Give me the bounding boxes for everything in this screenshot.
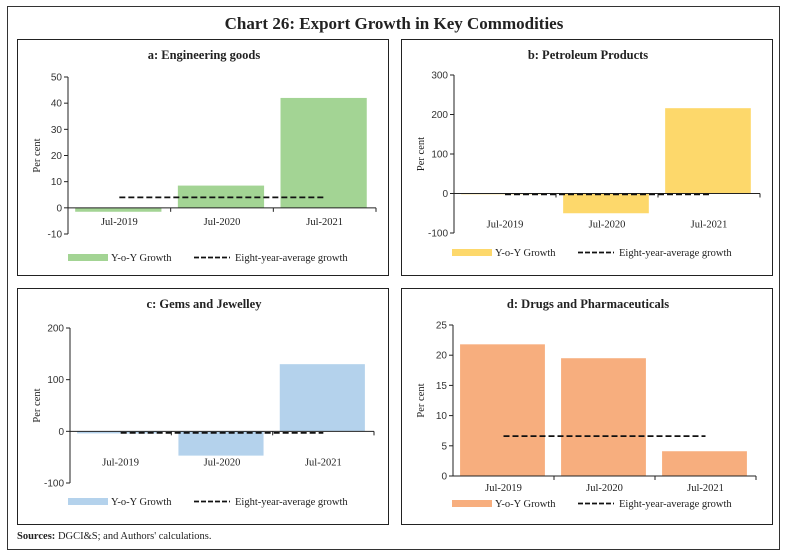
bar-jul-2019 xyxy=(77,431,163,434)
legend: Y-o-Y Growth Eight-year-average growth xyxy=(68,253,348,264)
legend-swatch-yoy xyxy=(68,498,108,505)
panel-title: c: Gems and Jewelley xyxy=(147,297,263,311)
sources-text: DGCI&S; and Authors' calculations. xyxy=(57,531,212,542)
y-tick-label: 200 xyxy=(47,324,64,335)
chart-b: b: Petroleum Products Per cent -100 0 100 200… xyxy=(416,48,761,259)
x-tick-label: Jul-2020 xyxy=(586,483,623,494)
bar-jul-2021 xyxy=(280,97,367,208)
bar-jul-2021 xyxy=(662,451,747,476)
legend-label-yoy: Y-o-Y Growth xyxy=(495,248,556,259)
panel-gems-and-jewellery: c: Gems and Jewelley Per cent -100 0 100 200 J… xyxy=(17,288,389,525)
sources-label: Sources: xyxy=(17,531,56,542)
panel-title: a: Engineering goods xyxy=(148,48,261,62)
y-axis-label: Per cent xyxy=(416,137,427,171)
y-tick-label: 15 xyxy=(436,381,448,392)
legend: Y-o-Y Growth Eight-year-average growth xyxy=(68,497,348,508)
legend: Y-o-Y Growth Eight-year-average growth xyxy=(452,499,732,510)
y-tick-label: 200 xyxy=(431,110,448,121)
panel-title: b: Petroleum Products xyxy=(528,48,648,62)
x-tick-label: Jul-2020 xyxy=(589,220,626,231)
y-tick-label: 100 xyxy=(47,375,64,386)
legend-label-average: Eight-year-average growth xyxy=(619,499,732,510)
bar-jul-2020 xyxy=(563,193,649,214)
y-tick-label: 0 xyxy=(442,189,448,200)
bar-jul-2019 xyxy=(75,207,162,212)
legend-swatch-yoy xyxy=(452,500,492,507)
x-tick-label: Jul-2019 xyxy=(101,217,138,228)
x-tick-label: Jul-2019 xyxy=(487,220,524,231)
y-axis-label: Per cent xyxy=(32,138,43,172)
x-tick-label: Jul-2021 xyxy=(306,217,343,228)
legend-label-yoy: Y-o-Y Growth xyxy=(111,253,172,264)
y-tick-label: 0 xyxy=(58,427,64,438)
panel-engineering-goods: a: Engineering goods Per cent -10 0 10 20 30 40… xyxy=(17,39,389,276)
sources-note: Sources: DGCI&S; and Authors' calculatio… xyxy=(17,531,211,542)
y-tick-label: 0 xyxy=(56,203,62,214)
legend-label-average: Eight-year-average growth xyxy=(235,497,348,508)
panel-petroleum-products: b: Petroleum Products Per cent -100 0 100 200… xyxy=(401,39,773,276)
x-tick-label: Jul-2019 xyxy=(102,457,139,468)
legend-label-average: Eight-year-average growth xyxy=(619,248,732,259)
legend: Y-o-Y Growth Eight-year-average growth xyxy=(452,248,732,259)
y-tick-label: 10 xyxy=(51,177,63,188)
legend-label-yoy: Y-o-Y Growth xyxy=(495,499,556,510)
y-axis-label: Per cent xyxy=(416,383,427,417)
chart-a: a: Engineering goods Per cent -10 0 10 20 30 40… xyxy=(32,48,377,264)
y-tick-label: 20 xyxy=(51,151,63,162)
y-tick-label: -100 xyxy=(44,479,64,490)
bar-jul-2020 xyxy=(178,431,264,456)
chart-c: c: Gems and Jewelley Per cent -100 0 100 200 J… xyxy=(32,297,375,508)
legend-label-yoy: Y-o-Y Growth xyxy=(111,497,172,508)
bar-jul-2020 xyxy=(561,358,646,476)
x-tick-label: Jul-2021 xyxy=(305,457,342,468)
y-tick-label: 40 xyxy=(51,99,63,110)
panel-title: d: Drugs and Pharmaceuticals xyxy=(507,297,669,311)
bar-jul-2021 xyxy=(665,108,751,194)
x-tick-label: Jul-2020 xyxy=(204,217,241,228)
y-tick-label: 10 xyxy=(436,411,448,422)
x-tick-label: Jul-2021 xyxy=(687,483,724,494)
y-tick-label: -10 xyxy=(48,230,63,241)
y-axis-label: Per cent xyxy=(32,388,43,422)
figure-frame xyxy=(7,6,780,550)
y-tick-label: 30 xyxy=(51,125,63,136)
y-tick-label: 50 xyxy=(51,73,63,84)
y-tick-label: 25 xyxy=(436,321,448,332)
y-tick-label: 300 xyxy=(431,71,448,82)
legend-swatch-yoy xyxy=(68,254,108,261)
y-tick-label: 100 xyxy=(431,150,448,161)
y-tick-label: 20 xyxy=(436,351,448,362)
y-tick-label: 0 xyxy=(441,472,447,483)
bar-jul-2021 xyxy=(279,364,365,432)
x-tick-label: Jul-2021 xyxy=(691,220,728,231)
y-tick-label: 5 xyxy=(441,441,447,452)
panel-drugs-and-pharmaceuticals: d: Drugs and Pharmaceuticals Per cent 0 5 10… xyxy=(401,288,773,525)
y-tick-label: -100 xyxy=(428,229,448,240)
bar-jul-2019 xyxy=(460,344,545,476)
x-tick-label: Jul-2020 xyxy=(204,457,241,468)
legend-label-average: Eight-year-average growth xyxy=(235,253,348,264)
chart-d: d: Drugs and Pharmaceuticals Per cent 0 5 10… xyxy=(416,297,757,510)
figure-title: Chart 26: Export Growth in Key Commoditi… xyxy=(224,14,564,33)
legend-swatch-yoy xyxy=(452,249,492,256)
x-tick-label: Jul-2019 xyxy=(485,483,522,494)
